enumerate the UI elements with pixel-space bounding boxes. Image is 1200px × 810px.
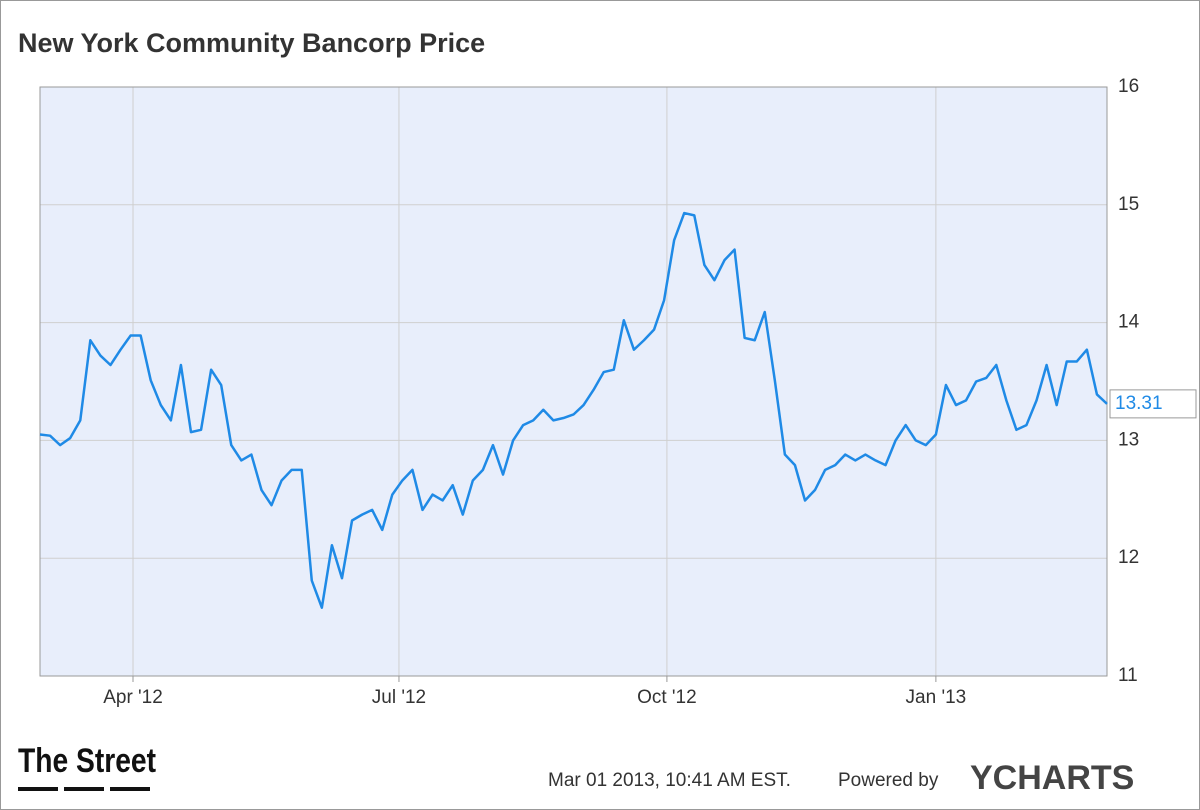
chart-title: New York Community Bancorp Price	[18, 28, 485, 58]
x-tick-label: Jul '12	[372, 687, 426, 708]
x-tick-label: Jan '13	[906, 687, 967, 708]
x-tick-label: Apr '12	[103, 687, 163, 708]
y-tick-label: 14	[1118, 312, 1140, 333]
logo: The Street	[18, 742, 156, 780]
y-tick-label: 16	[1118, 76, 1139, 97]
powered-by: Powered by	[838, 770, 939, 791]
plot-border	[39, 86, 1108, 677]
last-value-label: 13.31	[1115, 393, 1163, 414]
price-line	[39, 211, 1108, 609]
last-value-box	[1109, 389, 1197, 419]
plot-area	[40, 87, 1107, 676]
y-tick-label: 13	[1118, 429, 1139, 450]
y-tick-label: 12	[1118, 547, 1139, 568]
y-tick-label: 15	[1118, 194, 1139, 215]
x-tick-label: Oct '12	[637, 687, 697, 708]
brand: YCHARTS	[970, 759, 1134, 797]
timestamp: Mar 01 2013, 10:41 AM EST.	[548, 770, 791, 791]
y-tick-label: 11	[1118, 665, 1138, 686]
